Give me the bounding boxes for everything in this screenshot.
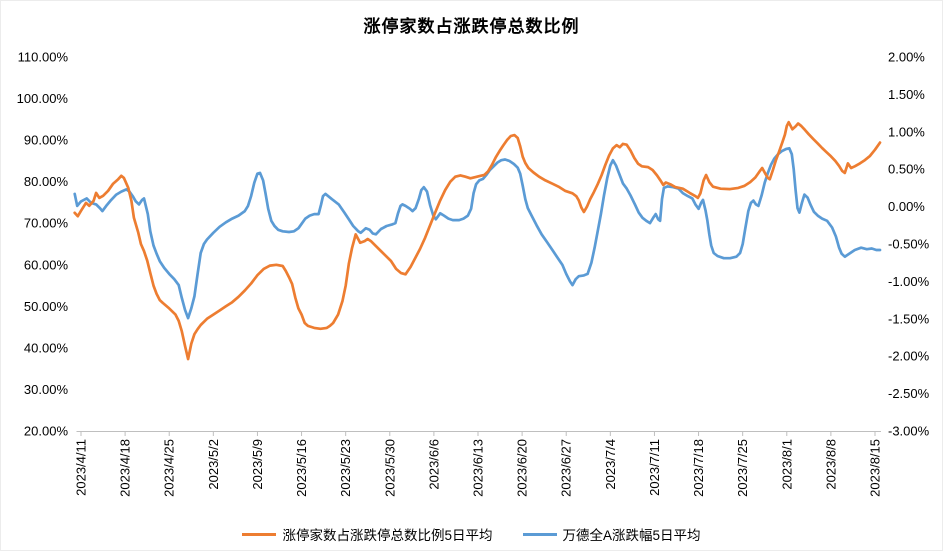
- legend: 涨停家数占涨跌停总数比例5日平均 万德全A涨跌幅5日平均: [1, 524, 942, 544]
- x-axis-tick-label: 2023/5/23: [338, 439, 353, 497]
- x-axis-tick-label: 2023/8/1: [779, 439, 794, 490]
- y-axis-right-tick-label: -0.50%: [888, 237, 930, 252]
- blue-series-line: [73, 146, 882, 320]
- y-axis-right-tick-label: -3.00%: [888, 424, 930, 439]
- x-axis-tick-label: 2023/5/9: [250, 439, 265, 490]
- x-axis-tick-label: 2023/4/18: [118, 439, 133, 497]
- orange-series-swatch: [242, 532, 277, 536]
- y-axis-right-tick-label: 2.00%: [888, 50, 925, 65]
- y-axis-left-tick-label: 110.00%: [18, 50, 69, 65]
- x-axis-tick-label: 2023/6/13: [471, 439, 486, 497]
- legend-item-limit-up-ratio[interactable]: 涨停家数占涨跌停总数比例5日平均: [242, 524, 493, 544]
- y-axis-right-tick-label: 1.50%: [888, 87, 925, 102]
- x-axis-tick-label: 2023/6/6: [426, 439, 441, 490]
- legend-label-wind-all-a: 万德全A涨跌幅5日平均: [562, 528, 701, 543]
- y-axis-left-tick-label: 60.00%: [24, 257, 69, 272]
- y-axis-right-tick-label: 1.00%: [888, 124, 925, 139]
- x-axis-tick-label: 2023/6/27: [559, 439, 574, 497]
- x-axis-tick-label: 2023/6/20: [515, 439, 530, 497]
- y-axis-right-tick-label: -2.50%: [888, 386, 930, 401]
- y-axis-right-tick-label: -1.50%: [888, 311, 930, 326]
- legend-label-limit-up-ratio: 涨停家数占涨跌停总数比例5日平均: [282, 528, 493, 543]
- chart-title: 涨停家数占涨跌停总数比例: [363, 17, 580, 36]
- x-axis-tick-label: 2023/4/25: [162, 439, 177, 497]
- y-axis-left-tick-label: 30.00%: [24, 382, 69, 397]
- y-axis-left-tick-label: 20.00%: [24, 424, 69, 439]
- x-axis-tick-label: 2023/5/2: [206, 439, 221, 490]
- x-axis-tick-label: 2023/7/11: [647, 439, 662, 496]
- x-axis-tick-label: 2023/5/16: [294, 439, 309, 497]
- legend-item-wind-all-a[interactable]: 万德全A涨跌幅5日平均: [522, 524, 701, 544]
- y-axis-left-tick-label: 50.00%: [24, 299, 69, 314]
- y-axis-right-tick-label: 0.50%: [888, 162, 925, 177]
- x-axis-tick-label: 2023/7/25: [735, 439, 750, 497]
- y-axis-left-tick-label: 40.00%: [24, 340, 69, 355]
- x-axis-tick-label: 2023/7/18: [691, 439, 706, 497]
- y-axis-left-tick-label: 80.00%: [24, 174, 69, 189]
- x-axis-tick-label: 2023/8/15: [868, 439, 883, 497]
- y-axis-right-tick-label: -1.00%: [888, 274, 930, 289]
- y-axis-right-tick-label: -2.00%: [888, 349, 930, 364]
- x-axis-tick-label: 2023/4/11: [74, 439, 89, 496]
- x-axis-tick-label: 2023/7/4: [603, 439, 618, 490]
- y-axis-left-tick-label: 100.00%: [17, 91, 69, 106]
- x-axis-tick-label: 2023/8/8: [823, 439, 838, 490]
- x-axis-tick-label: 2023/5/30: [382, 439, 397, 497]
- blue-series-swatch: [522, 532, 557, 536]
- y-axis-left-tick-label: 90.00%: [24, 133, 69, 148]
- y-axis-right-tick-label: 0.00%: [888, 199, 925, 214]
- orange-series-line: [73, 120, 882, 361]
- y-axis-left-tick-label: 70.00%: [24, 216, 69, 231]
